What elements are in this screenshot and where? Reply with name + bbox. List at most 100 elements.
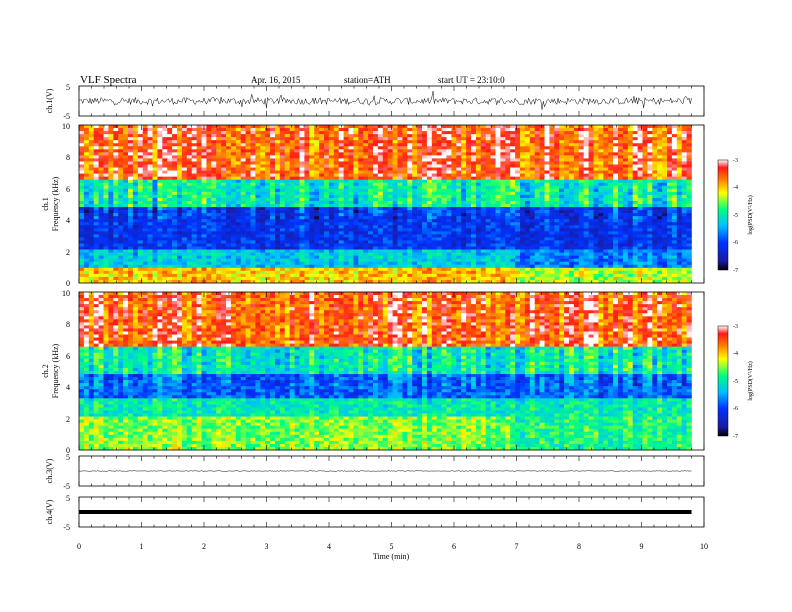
spectrogram-cell (89, 168, 94, 171)
spectrogram-cell (206, 146, 211, 149)
spectrogram-cell (574, 177, 579, 180)
spectrogram-cell (108, 189, 113, 192)
spectrogram-cell (290, 161, 295, 164)
spectrogram-cell (628, 149, 633, 152)
spectrogram-cell (192, 216, 197, 219)
spectrogram-cell (162, 219, 167, 222)
spectrogram-cell (153, 231, 158, 234)
spectrogram-cell (108, 174, 113, 177)
spectrogram-cell (643, 171, 648, 174)
spectrogram-cell (304, 240, 309, 243)
spectrogram-cell (138, 177, 143, 180)
spectrogram-cell (236, 143, 241, 146)
spectrogram-cell (270, 201, 275, 204)
spectrogram-cell (402, 228, 407, 231)
spectrogram-cell (500, 231, 505, 234)
spectrogram-cell (447, 171, 452, 174)
spectrogram-cell (197, 210, 202, 213)
spectrogram-cell (167, 225, 172, 228)
spectrogram-cell (187, 174, 192, 177)
spectrogram-cell (471, 213, 476, 216)
spectrogram-cell (677, 140, 682, 143)
spectrogram-cell (280, 195, 285, 198)
spectrogram-cell (471, 225, 476, 228)
spectrogram-cell (118, 186, 123, 189)
spectrogram-cell (324, 198, 329, 201)
spectrogram-cell (260, 168, 265, 171)
spectrogram-cell (334, 240, 339, 243)
spectrogram-cell (368, 207, 373, 210)
spectrogram-cell (113, 158, 118, 161)
spectrogram-cell (275, 143, 280, 146)
spectrogram-cell (618, 189, 623, 192)
spectrogram-cell (412, 228, 417, 231)
spectrogram-cell (133, 134, 138, 137)
spectrogram-cell (643, 219, 648, 222)
spectrogram-cell (99, 134, 104, 137)
spectrogram-cell (79, 210, 84, 213)
spectrogram-cell (515, 207, 520, 210)
spectrogram-cell (520, 234, 525, 237)
spectrogram-cell (643, 192, 648, 195)
spectrogram-cell (554, 219, 559, 222)
spectrogram-cell (412, 140, 417, 143)
spectrogram-cell (162, 177, 167, 180)
spectrogram-cell (481, 244, 486, 247)
spectrogram-cell (94, 171, 99, 174)
spectrogram-cell (598, 161, 603, 164)
spectrogram-cell (373, 195, 378, 198)
spectrogram-cell (594, 216, 599, 219)
spectrogram-cell (197, 207, 202, 210)
spectrogram-cell (226, 228, 231, 231)
spectrogram-cell (417, 149, 422, 152)
spectrogram-cell (437, 213, 442, 216)
spectrogram-cell (334, 177, 339, 180)
spectrogram-cell (300, 168, 305, 171)
spectrogram-cell (486, 161, 491, 164)
spectrogram-cell (628, 152, 633, 155)
spectrogram-cell (319, 222, 324, 225)
spectrogram-cell (579, 183, 584, 186)
spectrogram-cell (633, 134, 638, 137)
spectrogram-cell (363, 225, 368, 228)
spectrogram-cell (432, 146, 437, 149)
spectrogram-cell (172, 168, 177, 171)
spectrogram-cell (496, 146, 501, 149)
spectrogram-cell (657, 198, 662, 201)
spectrogram-cell (202, 137, 207, 140)
spectrogram-cell (309, 143, 314, 146)
spectrogram-cell (500, 131, 505, 134)
spectrogram-cell (162, 128, 167, 131)
spectrogram-cell (339, 137, 344, 140)
spectrogram-cell (662, 234, 667, 237)
spectrogram-cell (162, 240, 167, 243)
spectrogram-cell (339, 168, 344, 171)
spectrogram-cell (329, 204, 334, 207)
spectrogram-cell (662, 158, 667, 161)
spectrogram-cell (398, 244, 403, 247)
spectrogram-cell (251, 237, 256, 240)
spectrogram-cell (520, 231, 525, 234)
spectrogram-cell (358, 192, 363, 195)
spectrogram-cell (108, 195, 113, 198)
spectrogram-cell (368, 128, 373, 131)
spectrogram-cell (280, 134, 285, 137)
spectrogram-cell (123, 131, 128, 134)
spectrogram-cell (393, 155, 398, 158)
spectrogram-cell (667, 189, 672, 192)
spectrogram-cell (216, 222, 221, 225)
spectrogram-cell (280, 189, 285, 192)
spectrogram-cell (647, 146, 652, 149)
spectrogram-cell (530, 201, 535, 204)
spectrogram-cell (442, 168, 447, 171)
spectrogram-cell (456, 143, 461, 146)
spectrogram-cell (104, 180, 109, 183)
spectrogram-cell (672, 146, 677, 149)
spectrogram-cell (388, 210, 393, 213)
spectrogram-cell (603, 219, 608, 222)
spectrogram-cell (496, 195, 501, 198)
spectrogram-cell (545, 195, 550, 198)
spectrogram-cell (505, 201, 510, 204)
spectrogram-cell (251, 213, 256, 216)
spectrogram-cell (138, 149, 143, 152)
